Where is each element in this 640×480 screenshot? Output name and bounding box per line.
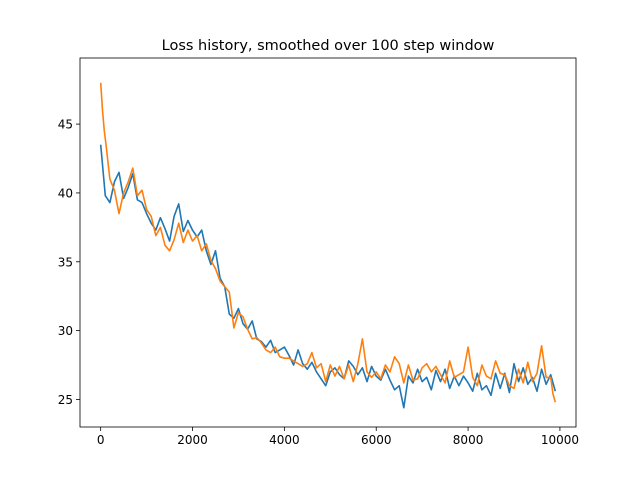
x-tick-label: 4000	[269, 433, 300, 447]
x-tick-label: 6000	[361, 433, 392, 447]
x-tick-label: 0	[97, 433, 105, 447]
y-tick-label: 25	[58, 393, 73, 407]
x-tick-label: 2000	[177, 433, 208, 447]
y-tick-label: 40	[58, 186, 73, 200]
plot-frame	[79, 57, 577, 428]
y-tick-label: 45	[58, 118, 73, 132]
y-tick-label: 35	[58, 255, 73, 269]
y-tick-label: 30	[58, 324, 73, 338]
y-axis: 25 30 35 40 45	[58, 118, 80, 407]
x-tick-label: 8000	[453, 433, 484, 447]
chart-title: Loss history, smoothed over 100 step win…	[162, 38, 495, 54]
x-tick-label: 10000	[541, 433, 579, 447]
series-layer	[99, 82, 557, 409]
series-line-2	[99, 82, 557, 403]
x-axis: 0 2000 4000 6000 8000 10000	[97, 427, 579, 447]
series-line-1	[99, 144, 557, 409]
